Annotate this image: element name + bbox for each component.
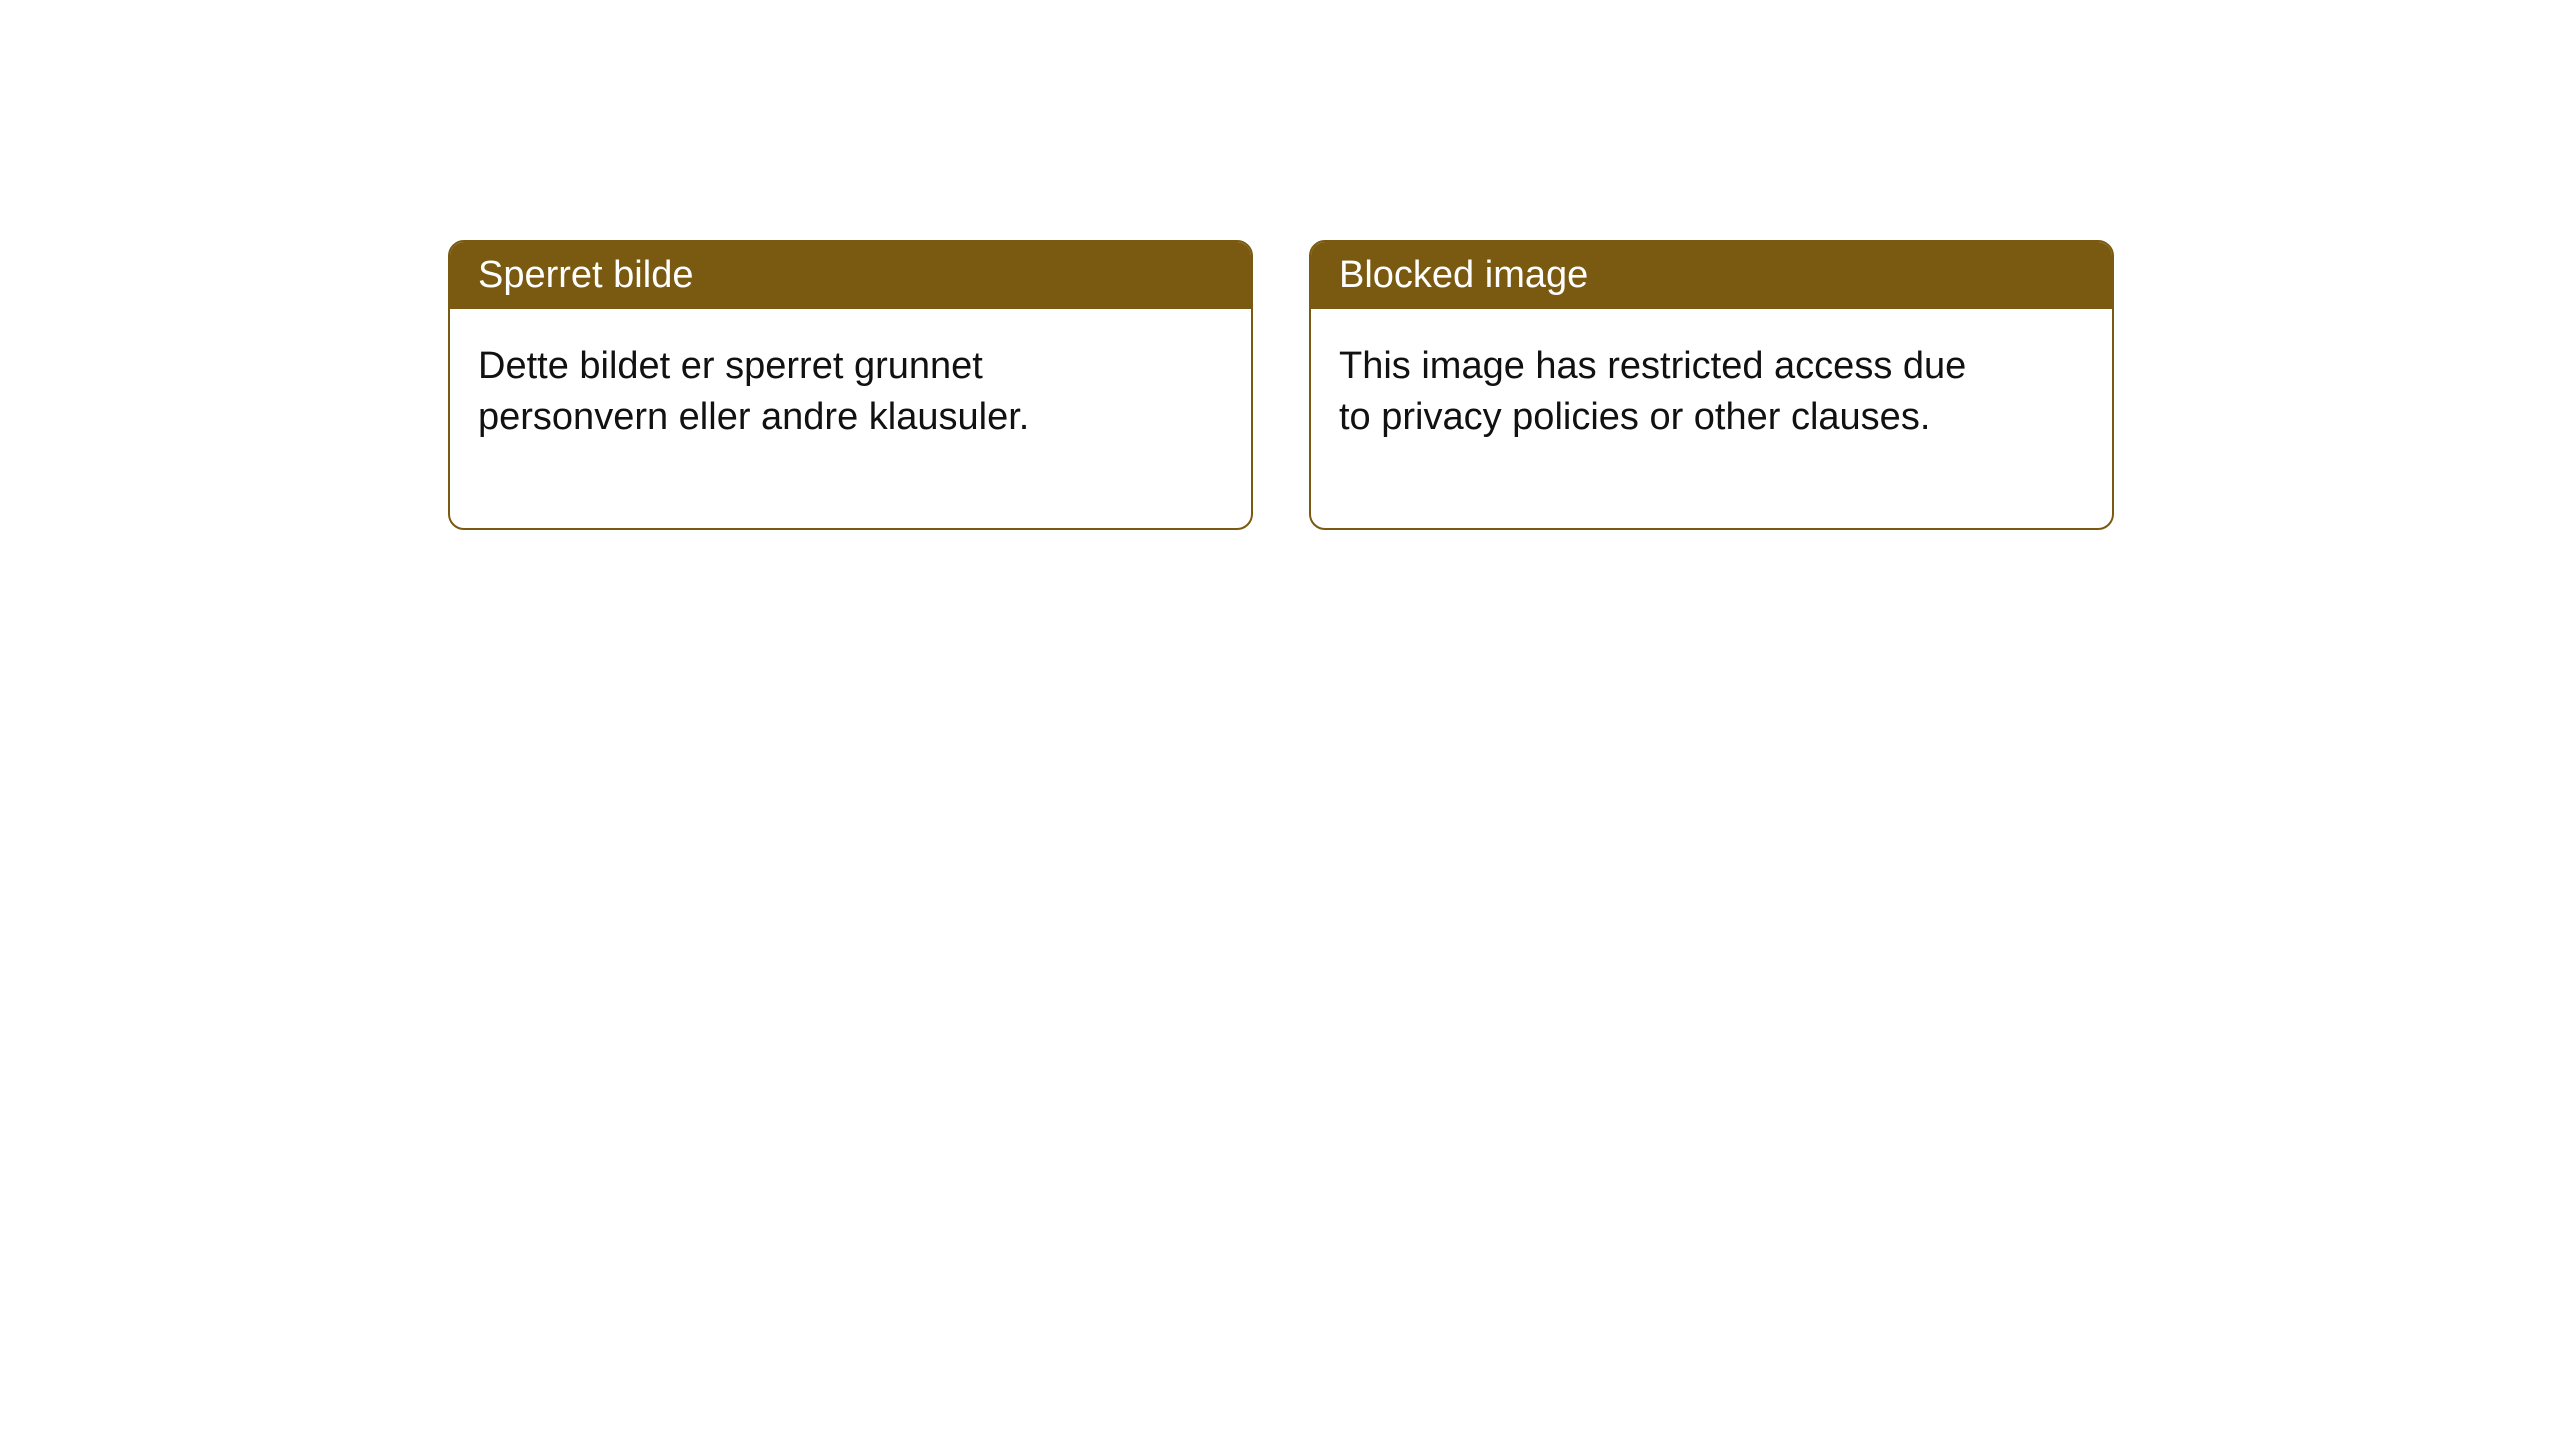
notice-title: Blocked image	[1339, 254, 1588, 296]
notice-container: Sperret bilde Dette bildet er sperret gr…	[448, 240, 2114, 530]
notice-body-text: Dette bildet er sperret grunnet personve…	[478, 345, 1029, 438]
notice-body: This image has restricted access due to …	[1311, 309, 2011, 528]
notice-card-english: Blocked image This image has restricted …	[1309, 240, 2114, 530]
notice-header: Sperret bilde	[450, 242, 1251, 309]
notice-card-norwegian: Sperret bilde Dette bildet er sperret gr…	[448, 240, 1253, 530]
notice-title: Sperret bilde	[478, 254, 693, 296]
notice-body-text: This image has restricted access due to …	[1339, 345, 1966, 438]
notice-body: Dette bildet er sperret grunnet personve…	[450, 309, 1150, 528]
notice-header: Blocked image	[1311, 242, 2112, 309]
